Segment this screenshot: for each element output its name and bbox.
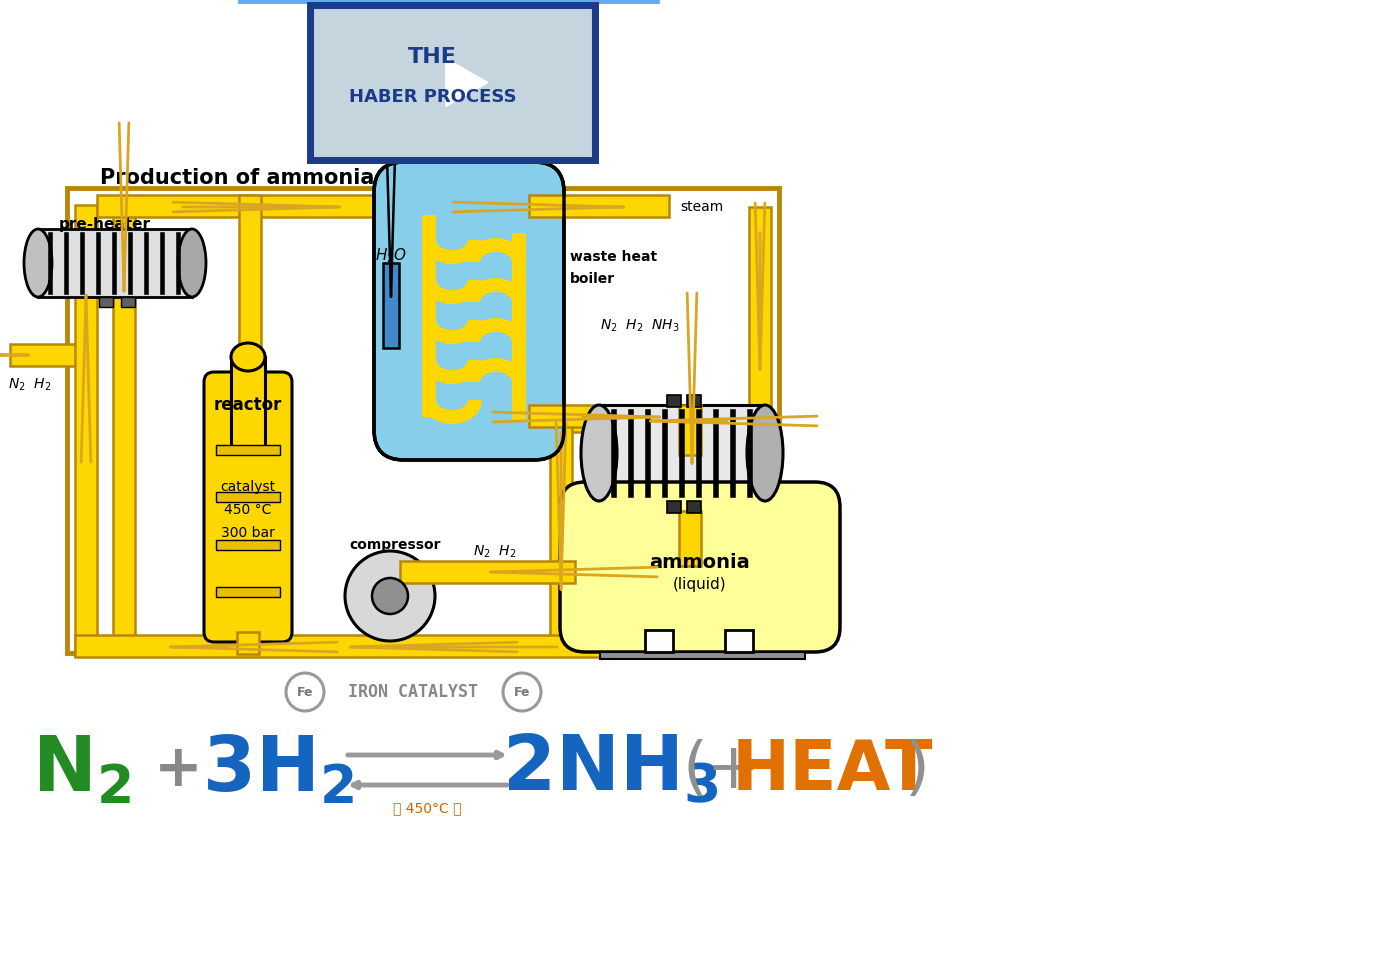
Text: IRON CATALYST: IRON CATALYST	[348, 683, 478, 701]
Text: $\mathbf{3H_2}$: $\mathbf{3H_2}$	[202, 733, 355, 807]
Text: ammonia: ammonia	[650, 554, 750, 572]
Bar	[529, 195, 669, 217]
Bar	[112, 232, 116, 294]
Bar	[216, 492, 280, 502]
Bar	[159, 232, 164, 294]
Ellipse shape	[24, 229, 53, 297]
Circle shape	[286, 673, 324, 711]
Bar	[644, 630, 674, 652]
Bar	[687, 395, 701, 407]
Bar	[550, 410, 572, 655]
Text: catalyst
450 °C
300 bar: catalyst 450 °C 300 bar	[220, 480, 276, 540]
Polygon shape	[446, 59, 488, 107]
Bar	[80, 232, 85, 294]
Text: ): )	[905, 739, 930, 801]
FancyBboxPatch shape	[310, 5, 595, 160]
Bar	[644, 409, 650, 497]
Bar	[231, 357, 265, 447]
Text: +: +	[154, 741, 202, 799]
Bar	[75, 205, 97, 655]
Circle shape	[503, 673, 541, 711]
Bar	[67, 188, 779, 653]
Bar	[176, 232, 180, 294]
Bar	[144, 232, 148, 294]
Text: Fe: Fe	[297, 685, 313, 699]
Bar	[663, 409, 667, 497]
Ellipse shape	[231, 343, 265, 371]
Bar	[628, 409, 633, 497]
Text: waste heat
boiler: waste heat boiler	[570, 251, 657, 286]
Text: (liquid): (liquid)	[674, 578, 726, 592]
Bar	[64, 232, 68, 294]
Text: (+: (+	[683, 739, 761, 801]
Text: $\mathbf{N_2}$: $\mathbf{N_2}$	[32, 733, 132, 807]
Bar	[97, 195, 468, 217]
Text: 🔥 450°C 🔥: 🔥 450°C 🔥	[392, 801, 462, 815]
Text: $N_2$  $H_2$: $N_2$ $H_2$	[8, 376, 51, 394]
Bar	[216, 445, 280, 455]
Bar	[98, 297, 114, 307]
Text: $\mathbf{2NH_3}$: $\mathbf{2NH_3}$	[502, 732, 718, 807]
Bar	[600, 652, 805, 659]
Bar	[237, 632, 259, 654]
Bar	[75, 635, 773, 657]
Text: pre-heater: pre-heater	[60, 218, 151, 232]
Bar	[747, 409, 753, 497]
Bar	[315, 10, 590, 155]
Bar	[96, 232, 100, 294]
FancyBboxPatch shape	[560, 482, 840, 652]
Bar	[667, 501, 681, 513]
Bar	[599, 405, 765, 501]
Bar	[37, 229, 193, 297]
Circle shape	[345, 551, 435, 641]
Text: $N_2$  $H_2$: $N_2$ $H_2$	[473, 543, 517, 561]
FancyBboxPatch shape	[374, 162, 564, 460]
Text: HEAT: HEAT	[732, 736, 933, 804]
Ellipse shape	[581, 405, 617, 501]
Bar	[748, 410, 771, 655]
Bar	[49, 232, 53, 294]
Bar	[679, 405, 701, 455]
Bar	[238, 195, 261, 365]
Bar	[730, 409, 735, 497]
Bar	[529, 405, 735, 427]
Circle shape	[371, 578, 407, 614]
Text: cooler: cooler	[607, 491, 656, 505]
Bar	[383, 263, 399, 348]
Bar	[121, 297, 134, 307]
Bar	[401, 561, 575, 583]
Bar	[128, 232, 132, 294]
Bar	[667, 395, 681, 407]
Text: reactor: reactor	[213, 396, 283, 414]
Bar	[725, 630, 753, 652]
Bar	[696, 409, 701, 497]
Ellipse shape	[177, 229, 207, 297]
Text: Fe: Fe	[514, 685, 531, 699]
Text: Production of ammonia: Production of ammonia	[100, 168, 374, 188]
Bar	[10, 344, 82, 366]
Text: steam: steam	[681, 200, 723, 214]
Bar	[550, 410, 771, 432]
Ellipse shape	[747, 405, 783, 501]
Text: $H_2O$: $H_2O$	[376, 247, 407, 265]
Bar	[611, 409, 615, 497]
Bar	[114, 205, 134, 655]
Text: $N_2$  $H_2$  $NH_3$: $N_2$ $H_2$ $NH_3$	[600, 318, 679, 334]
Bar	[712, 409, 718, 497]
FancyBboxPatch shape	[204, 372, 292, 642]
Bar	[216, 540, 280, 550]
Text: HABER PROCESS: HABER PROCESS	[349, 88, 517, 106]
Bar	[748, 207, 771, 442]
Bar	[687, 501, 701, 513]
Text: THE: THE	[407, 47, 457, 67]
Bar	[216, 587, 280, 597]
Text: compressor: compressor	[349, 538, 441, 552]
Bar	[679, 409, 685, 497]
Bar	[679, 511, 701, 566]
